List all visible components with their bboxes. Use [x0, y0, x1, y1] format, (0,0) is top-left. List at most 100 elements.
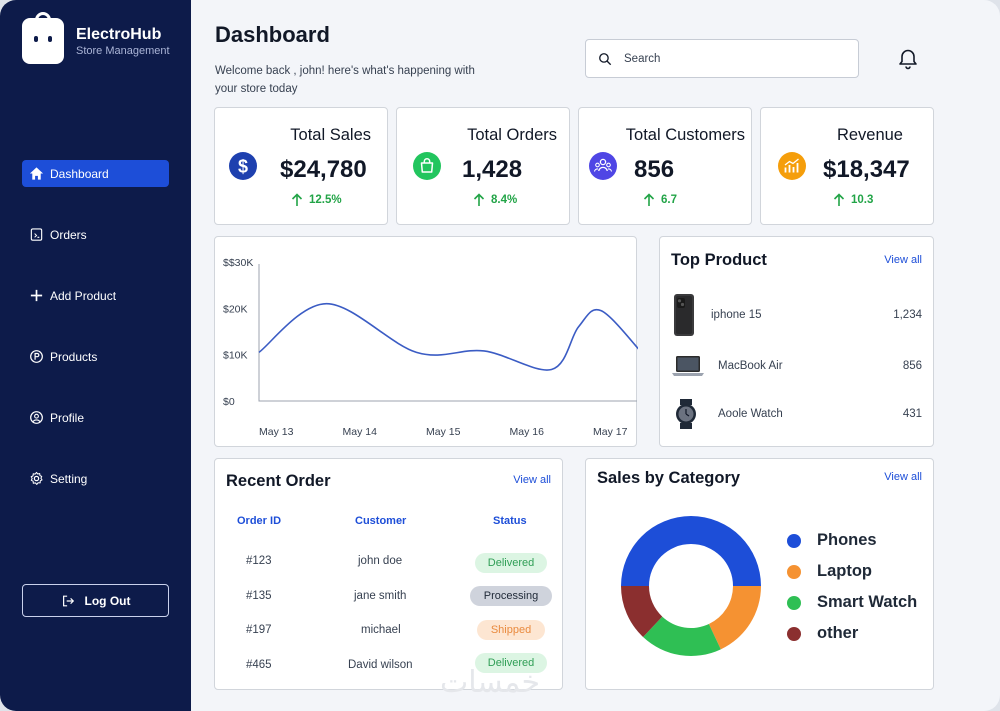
- sidebar-item-label: Add Product: [50, 288, 117, 303]
- sales-line-chart-card: $$30K $20K $10K $0 May 13 May 14 May 15 May 16 M…: [214, 236, 638, 447]
- stat-card-revenue[interactable]: Revenue $18,347 10.3: [760, 107, 934, 225]
- x-tick-label: May 15: [426, 426, 461, 438]
- logout-label: Log Out: [84, 593, 131, 608]
- sidebar-item-profile[interactable]: Profile: [22, 404, 169, 431]
- search-input[interactable]: [624, 52, 844, 65]
- product-name: MacBook Air: [718, 360, 783, 372]
- stat-card-total-orders[interactable]: Total Orders 1,428 8.4%: [396, 107, 570, 225]
- sales-by-category-view-all-link[interactable]: View all: [884, 471, 922, 483]
- logout-button[interactable]: Log Out: [22, 584, 169, 617]
- y-tick-label: $$30K: [223, 257, 253, 269]
- customers-icon: [589, 152, 617, 180]
- column-header-status: Status: [493, 515, 527, 527]
- laptop-icon: [672, 356, 704, 376]
- sidebar-item-label: Products: [50, 349, 98, 364]
- sidebar-item-label: Profile: [50, 410, 85, 425]
- y-tick-label: $20K: [223, 303, 248, 315]
- chart-axis: [258, 264, 637, 402]
- y-tick-label: $0: [223, 396, 235, 408]
- recent-order-view-all-link[interactable]: View all: [513, 474, 551, 486]
- sidebar: ElectroHub Store Management Dashboard Or…: [0, 0, 191, 711]
- stat-change: 10.3: [833, 193, 873, 207]
- stat-change-value: 8.4%: [491, 194, 518, 206]
- logo-bag-icon: [22, 12, 64, 64]
- legend-dot: [787, 626, 801, 641]
- x-tick-label: May 14: [343, 426, 378, 438]
- sidebar-item-orders[interactable]: Orders: [22, 221, 169, 248]
- order-customer: john doe: [358, 555, 403, 567]
- svg-text:$: $: [238, 157, 248, 177]
- sidebar-item-setting[interactable]: Setting: [22, 465, 169, 492]
- gear-icon: [22, 471, 50, 486]
- legend-label: Phones: [817, 531, 877, 549]
- product-sales: 1,234: [893, 309, 922, 321]
- legend-dot: [787, 533, 801, 548]
- top-product-view-all-link[interactable]: View all: [884, 254, 922, 266]
- donut-slice-smart-watch: [643, 616, 721, 656]
- donut-slice-other: [621, 586, 663, 638]
- sidebar-item-label: Dashboard: [50, 166, 109, 181]
- arrow-up-icon: [473, 193, 485, 206]
- order-id: #135: [246, 590, 272, 602]
- order-id: #197: [246, 624, 272, 636]
- user-icon: [22, 410, 50, 425]
- home-icon: [22, 166, 50, 181]
- order-customer: jane smith: [354, 590, 407, 602]
- search-icon: [599, 52, 612, 65]
- product-sales: 856: [902, 360, 922, 372]
- status-badge: Processing: [470, 586, 552, 606]
- column-header-customer: Customer: [355, 515, 407, 527]
- sidebar-item-products[interactable]: Products: [22, 343, 169, 370]
- legend-label: Smart Watch: [817, 593, 918, 611]
- legend-item-other: other: [787, 624, 858, 643]
- sales-by-category-title: Sales by Category: [597, 469, 741, 487]
- plus-icon: [22, 288, 50, 303]
- category-donut-chart: [621, 516, 761, 656]
- legend-item-smart-watch: Smart Watch: [787, 593, 917, 612]
- arrow-up-icon: [833, 193, 845, 206]
- x-tick-label: May 17: [593, 426, 628, 438]
- legend-item-phones: Phones: [787, 531, 877, 550]
- order-customer: michael: [361, 624, 401, 636]
- stat-card-total-sales[interactable]: Total Sales $ $24,780 12.5%: [214, 107, 388, 225]
- stat-value: $24,780: [280, 156, 367, 183]
- legend-item-laptop: Laptop: [787, 562, 872, 581]
- order-id: #123: [246, 555, 272, 567]
- arrow-up-icon: [643, 193, 655, 206]
- stat-title: Revenue: [836, 126, 903, 144]
- stat-value: 1,428: [462, 156, 523, 183]
- column-header-order-id: Order ID: [237, 515, 282, 527]
- product-name: Aoole Watch: [718, 408, 783, 420]
- phone-icon: [674, 294, 694, 336]
- x-tick-label: May 16: [510, 426, 545, 438]
- legend-label: Laptop: [817, 562, 872, 580]
- sales-series-line: [258, 302, 638, 371]
- order-customer: David wilson: [348, 659, 413, 671]
- status-badge: Delivered: [475, 653, 547, 673]
- stat-value: $18,347: [823, 156, 910, 183]
- stat-value: 856: [634, 156, 675, 183]
- sidebar-item-dashboard[interactable]: Dashboard: [22, 160, 169, 187]
- logout-icon: [62, 595, 74, 606]
- recent-order-title: Recent Order: [226, 472, 331, 490]
- stat-change-value: 12.5%: [309, 194, 342, 206]
- recent-order-card: Recent Order View all Order ID Customer …: [214, 458, 563, 690]
- stat-change-value: 6.7: [661, 194, 677, 206]
- sales-line-chart: $$30K $20K $10K $0 May 13 May 14 May 15 May 16 M…: [223, 257, 638, 438]
- brand-subtitle: Store Management: [76, 45, 170, 57]
- bell-icon[interactable]: [896, 47, 920, 71]
- sidebar-item-label: Setting: [50, 471, 88, 486]
- y-tick-label: $10K: [223, 350, 248, 362]
- top-product-title: Top Product: [671, 251, 767, 269]
- donut-slice-laptop: [708, 586, 761, 650]
- welcome-message: Welcome back , john! here's what's happe…: [215, 65, 475, 95]
- search-box[interactable]: [585, 39, 859, 78]
- stat-card-total-customers[interactable]: Total Customers 856 6.7: [578, 107, 752, 225]
- revenue-icon: [778, 152, 806, 180]
- product-name: iphone 15: [711, 309, 762, 321]
- sidebar-item-add-product[interactable]: Add Product: [22, 282, 169, 309]
- arrow-up-icon: [291, 193, 303, 206]
- legend-label: other: [817, 624, 859, 642]
- sales-by-category-card: Sales by Category View all Phones Laptop…: [585, 458, 934, 690]
- stat-change: 6.7: [643, 193, 677, 207]
